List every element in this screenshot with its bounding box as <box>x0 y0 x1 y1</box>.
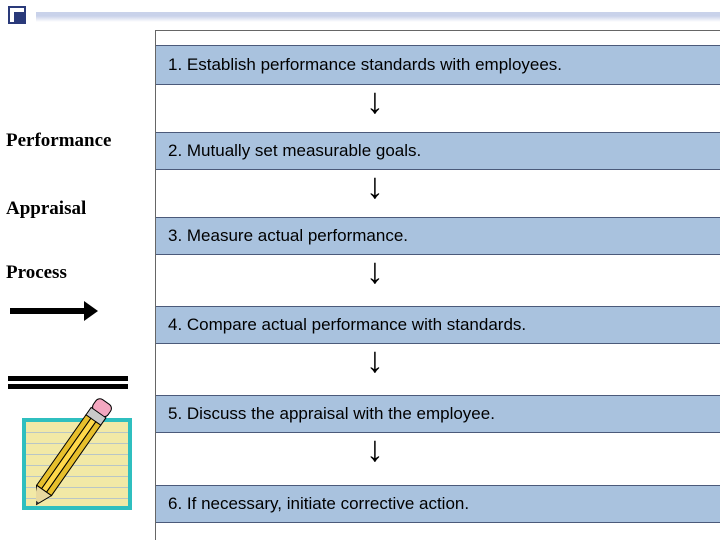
flow-step-2: 2. Mutually set measurable goals. <box>156 132 720 170</box>
flow-step-text: 4. Compare actual performance with stand… <box>168 315 526 335</box>
divider-line-2 <box>8 384 128 389</box>
side-title-3: Process <box>0 262 67 284</box>
down-arrow-icon: ↓ <box>366 431 384 467</box>
notepad-icon <box>22 418 132 510</box>
notepad-rule <box>26 432 128 433</box>
down-arrow-icon: ↓ <box>366 168 384 204</box>
flowchart-main: 1. Establish performance standards with … <box>155 30 720 540</box>
side-title-2: Appraisal <box>0 198 86 220</box>
notepad-paper <box>26 422 128 506</box>
notepad-rule <box>26 476 128 477</box>
flow-step-text: 1. Establish performance standards with … <box>168 55 562 75</box>
notepad-rule <box>26 443 128 444</box>
flow-step-text: 2. Mutually set measurable goals. <box>168 141 421 161</box>
down-arrow-icon: ↓ <box>366 253 384 289</box>
flow-step-text: 6. If necessary, initiate corrective act… <box>168 494 469 514</box>
notepad-rule <box>26 498 128 499</box>
flow-step-5: 5. Discuss the appraisal with the employ… <box>156 395 720 433</box>
down-arrow-icon: ↓ <box>366 342 384 378</box>
side-title-1: Performance <box>0 130 112 152</box>
divider-line-1 <box>8 376 128 381</box>
flow-step-text: 5. Discuss the appraisal with the employ… <box>168 404 495 424</box>
top-bar <box>0 0 720 30</box>
notepad-rule <box>26 465 128 466</box>
notepad-rule <box>26 487 128 488</box>
flow-step-4: 4. Compare actual performance with stand… <box>156 306 720 344</box>
flow-step-3: 3. Measure actual performance. <box>156 217 720 255</box>
top-gradient <box>36 12 720 22</box>
page: { "topbar": { "gradient_from": "#c9d2ea"… <box>0 0 720 540</box>
bullet-square-inner <box>14 12 24 22</box>
flow-step-1: 1. Establish performance standards with … <box>156 45 720 85</box>
right-arrow-icon <box>10 308 84 314</box>
flow-step-text: 3. Measure actual performance. <box>168 226 408 246</box>
down-arrow-icon: ↓ <box>366 83 384 119</box>
sidebar: Performance Appraisal Process <box>0 30 155 540</box>
flow-step-6: 6. If necessary, initiate corrective act… <box>156 485 720 523</box>
notepad-rule <box>26 454 128 455</box>
